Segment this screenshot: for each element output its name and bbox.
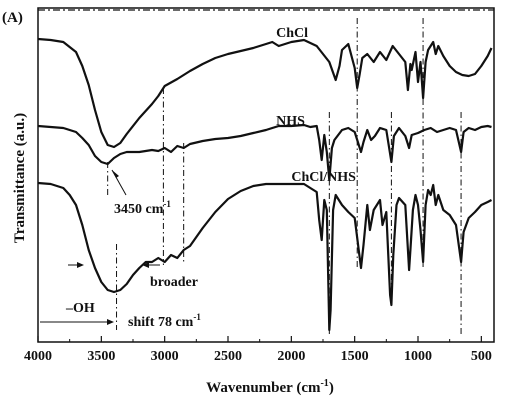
x-tick-label: 1000 [404,349,432,364]
series-line [38,183,492,330]
series-label: ChCl/NHS [291,170,356,185]
x-tick-label: 2500 [214,349,242,364]
x-tick-label: 3000 [151,349,179,364]
series-labels: ChCl NHS ChCl/NHS [276,26,356,185]
x-tick-label: 500 [471,349,492,364]
x-axis-ticks: 4000 3500 3000 2500 2000 1500 1000 500 [24,336,492,364]
annotation-broader-text: broader [150,275,198,290]
x-tick-label: 3500 [87,349,115,364]
arrow-head [107,319,114,325]
annotation-3450-text: 3450 cm-1 [114,199,171,217]
annotation-oh-text: –OH [65,301,95,316]
y-axis-label: Transmittance (a.u.) [12,113,28,243]
x-axis-label: Wavenumber (cm-1) [206,378,334,396]
series-label: NHS [276,114,305,129]
arrow-head [77,262,84,268]
x-tick-label: 2000 [277,349,305,364]
series-label: ChCl [276,26,308,41]
arrow-head [112,170,119,178]
x-tick-label: 1500 [341,349,369,364]
x-tick-label: 4000 [24,349,52,364]
panel-label: (A) [2,10,23,26]
annotation-shift-text: shift 78 cm-1 [128,312,201,330]
annotation-shift: –OH shift 78 cm-1 [40,301,201,330]
annotation-3450: 3450 cm-1 [112,170,171,217]
